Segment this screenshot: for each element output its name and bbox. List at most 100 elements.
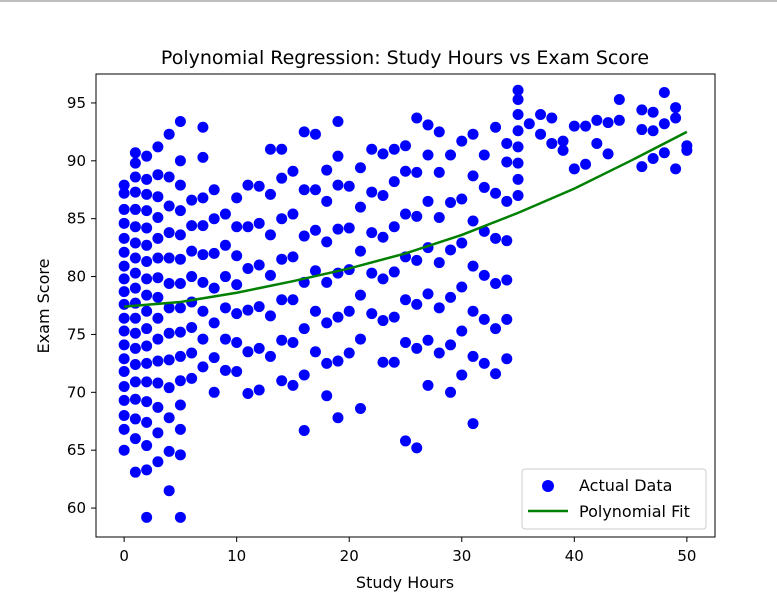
data-point — [197, 276, 209, 288]
legend-label-polynomial-fit: Polynomial Fit — [579, 502, 690, 521]
data-point — [242, 346, 254, 358]
data-point — [332, 355, 344, 367]
data-point — [129, 157, 141, 169]
data-point — [129, 466, 141, 478]
data-point — [456, 281, 468, 293]
legend-box — [521, 468, 707, 530]
data-point — [636, 104, 648, 116]
data-point — [141, 289, 153, 301]
data-point — [242, 304, 254, 316]
data-point — [208, 184, 220, 196]
data-point — [332, 179, 344, 191]
data-point — [512, 125, 524, 137]
data-point — [321, 317, 333, 329]
data-point — [602, 117, 614, 129]
data-point — [557, 135, 569, 147]
data-point — [186, 372, 198, 384]
data-point — [422, 149, 434, 161]
data-point — [309, 184, 321, 196]
data-point — [276, 143, 288, 155]
data-point — [253, 217, 265, 229]
data-point — [298, 126, 310, 138]
data-point — [264, 350, 276, 362]
data-point — [231, 279, 243, 291]
data-point — [141, 323, 153, 335]
data-point — [197, 220, 209, 232]
data-point — [242, 262, 254, 274]
data-point — [163, 445, 175, 457]
data-point — [163, 128, 175, 140]
data-point — [433, 126, 445, 138]
data-point — [366, 186, 378, 198]
data-point — [118, 409, 130, 421]
data-point — [467, 170, 479, 182]
data-point — [490, 278, 502, 290]
data-point — [197, 333, 209, 345]
data-point — [287, 165, 299, 177]
data-point — [658, 147, 670, 159]
data-point — [332, 412, 344, 424]
data-point — [163, 200, 175, 212]
data-point — [242, 221, 254, 233]
data-point — [377, 190, 389, 202]
data-point — [118, 246, 130, 258]
data-point — [535, 128, 547, 140]
data-point — [118, 312, 130, 324]
data-point — [152, 355, 164, 367]
data-point — [208, 213, 220, 225]
data-point — [208, 317, 220, 329]
data-point — [129, 342, 141, 354]
data-point — [129, 376, 141, 388]
x-tick-label: 40 — [565, 547, 584, 565]
data-point — [354, 201, 366, 213]
data-point — [163, 252, 175, 264]
data-point — [467, 350, 479, 362]
data-point — [186, 245, 198, 257]
data-point — [309, 224, 321, 236]
data-point — [174, 423, 186, 435]
data-point — [152, 232, 164, 244]
data-point — [591, 114, 603, 126]
data-point — [152, 377, 164, 389]
data-point — [118, 339, 130, 351]
data-point — [174, 449, 186, 461]
data-point — [163, 302, 175, 314]
data-point — [231, 250, 243, 262]
polynomial-fit-line — [124, 130, 688, 308]
data-point — [354, 162, 366, 174]
data-point — [129, 359, 141, 371]
data-point — [658, 118, 670, 130]
data-point — [298, 425, 310, 437]
data-point — [208, 352, 220, 364]
data-point — [174, 302, 186, 314]
data-point — [163, 485, 175, 497]
data-point — [433, 212, 445, 224]
data-point — [681, 140, 693, 152]
data-point — [141, 511, 153, 523]
data-point — [636, 161, 648, 173]
data-point — [129, 327, 141, 339]
data-point — [174, 326, 186, 338]
data-point — [152, 456, 164, 468]
data-point — [354, 289, 366, 301]
data-point — [141, 396, 153, 408]
data-point — [343, 347, 355, 359]
data-point — [445, 339, 457, 351]
data-point — [174, 115, 186, 127]
data-point — [197, 305, 209, 317]
data-point — [501, 313, 513, 325]
data-point — [658, 87, 670, 99]
data-point — [118, 423, 130, 435]
data-point — [568, 163, 580, 175]
data-point — [411, 342, 423, 354]
data-point — [321, 164, 333, 176]
legend-label-actual-data: Actual Data — [579, 476, 672, 495]
data-point — [456, 237, 468, 249]
data-point — [231, 192, 243, 204]
data-point — [152, 252, 164, 264]
data-point — [163, 412, 175, 424]
data-point — [242, 387, 254, 399]
data-point — [141, 188, 153, 200]
data-point — [141, 239, 153, 251]
data-point — [129, 221, 141, 233]
